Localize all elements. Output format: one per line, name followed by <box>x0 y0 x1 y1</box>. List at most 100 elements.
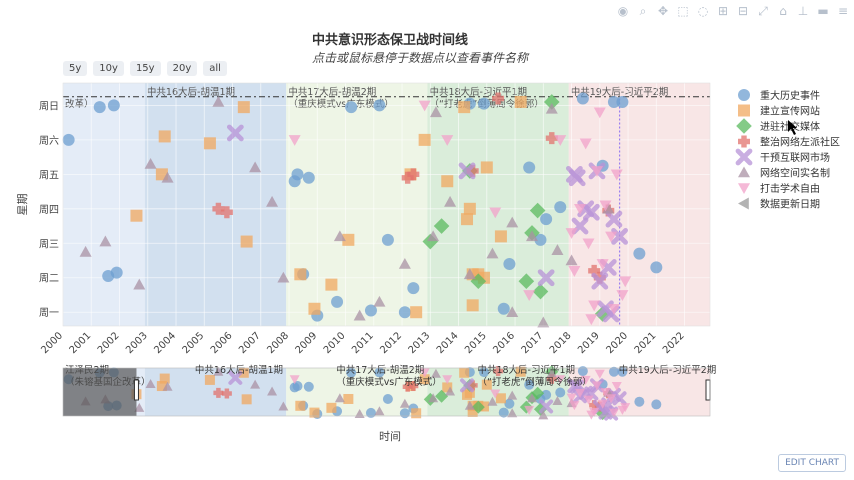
mini-data-point <box>515 366 526 377</box>
mini-data-point <box>527 393 538 403</box>
data-point <box>373 295 386 307</box>
data-point <box>607 303 620 315</box>
x-tick-label: 2006 <box>209 330 235 356</box>
data-point <box>480 161 493 174</box>
data-point <box>633 247 646 260</box>
chart-subtitle: 点击或鼠标悬停于数据点以查看事件名称 <box>312 51 530 65</box>
period-label: 中共17大后-胡温2期 <box>288 86 376 98</box>
x-tick-label: 2013 <box>407 330 433 356</box>
data-point <box>458 162 476 180</box>
x-tick-label: 2000 <box>39 330 65 356</box>
hover-closest-icon[interactable]: ▬ <box>817 4 829 18</box>
data-point <box>540 213 553 226</box>
period-label-cut: 改革） <box>65 98 94 110</box>
data-point <box>582 203 600 221</box>
mini-data-point <box>507 390 518 400</box>
data-point <box>565 254 578 266</box>
data-point <box>418 133 431 146</box>
mini-data-point <box>402 381 413 392</box>
mini-data-point <box>213 387 224 398</box>
legend-marker <box>738 104 750 117</box>
hover-compare-icon[interactable]: ≡ <box>837 4 849 18</box>
range-15y-button[interactable]: 15y <box>129 61 161 76</box>
data-point <box>249 161 262 173</box>
mini-data-point <box>134 402 145 412</box>
x-tick-label: 2008 <box>265 330 291 356</box>
range-all-button[interactable]: all <box>203 61 227 76</box>
mini-data-point <box>445 386 456 396</box>
mini-data-point <box>612 391 627 406</box>
x-tick-label: 2017 <box>520 330 546 356</box>
data-point <box>585 314 598 326</box>
x-tick-label: 2005 <box>181 330 207 356</box>
data-point <box>325 278 338 291</box>
lasso-icon[interactable]: ◌ <box>697 4 709 18</box>
data-point <box>588 300 601 312</box>
mini-data-point <box>524 379 535 390</box>
mini-data-point <box>346 367 357 378</box>
data-point <box>506 216 519 228</box>
data-point <box>353 309 366 321</box>
legend-label: 干预互联网市场 <box>760 151 830 164</box>
mini-data-point <box>334 393 345 403</box>
edit-chart-button[interactable]: EDIT CHART <box>778 454 846 472</box>
mini-data-point <box>295 400 306 411</box>
range-slider: 江泽民2期（朱镕基国企改革）中共16大后-胡温1期中共17大后-胡温2期（重庆模… <box>62 364 716 421</box>
mini-data-point <box>204 374 215 385</box>
mini-data-point <box>159 373 170 384</box>
data-point <box>537 316 550 328</box>
data-point <box>444 195 457 207</box>
data-point <box>593 271 606 284</box>
data-point <box>333 230 346 242</box>
legend-label: 重大历史事件 <box>760 89 820 102</box>
reset-icon[interactable]: ⌂ <box>779 4 787 18</box>
mini-data-point <box>524 405 535 415</box>
spike-icon[interactable]: ⊥ <box>797 4 809 18</box>
data-point <box>364 304 377 317</box>
data-point <box>503 257 516 270</box>
legend-marker <box>735 148 753 166</box>
mini-data-point <box>241 394 252 405</box>
data-point <box>288 175 301 188</box>
range-slider-handle-left <box>133 379 139 401</box>
zoom-in-icon[interactable]: ⊞ <box>717 4 729 18</box>
data-point <box>463 202 476 215</box>
data-point <box>110 266 123 279</box>
data-point <box>62 133 75 146</box>
data-point <box>494 230 507 243</box>
y-tick-label: 周五 <box>39 169 59 181</box>
range-20y-button[interactable]: 20y <box>166 61 198 76</box>
x-tick-label: 2021 <box>633 330 659 356</box>
mini-data-point <box>435 389 449 403</box>
mini-data-point <box>250 379 261 389</box>
mini-data-point <box>569 401 580 411</box>
camera-icon[interactable]: ◉ <box>617 4 629 18</box>
mini-data-point <box>411 408 422 419</box>
series-triangle-up <box>79 95 615 328</box>
data-point <box>523 161 536 174</box>
data-point <box>130 209 143 222</box>
range-5y-button[interactable]: 5y <box>63 61 88 76</box>
data-point <box>574 204 587 215</box>
mini-data-point <box>539 399 554 414</box>
legend-label: 网络空间实名制 <box>760 167 830 180</box>
data-point <box>582 238 595 250</box>
mini-data-point <box>382 393 393 404</box>
data-point <box>441 175 454 188</box>
mini-data-point <box>430 368 441 378</box>
box-select-icon[interactable]: ⬚ <box>677 4 689 18</box>
data-point <box>537 269 555 287</box>
series-x <box>226 124 628 323</box>
period-band <box>63 83 145 326</box>
zoom-out-icon[interactable]: ⊟ <box>737 4 749 18</box>
mini-data-point <box>471 400 485 414</box>
zoom-icon[interactable]: ⌕ <box>639 4 647 18</box>
period-label: 中共18大后-习近平1期 <box>429 86 527 98</box>
data-point <box>518 273 535 289</box>
data-point <box>212 202 225 215</box>
mini-data-point <box>591 381 602 391</box>
mini-data-point <box>289 382 300 393</box>
pan-icon[interactable]: ✥ <box>657 4 669 18</box>
range-10y-button[interactable]: 10y <box>93 61 124 76</box>
autoscale-icon[interactable]: ⤢ <box>758 4 768 18</box>
